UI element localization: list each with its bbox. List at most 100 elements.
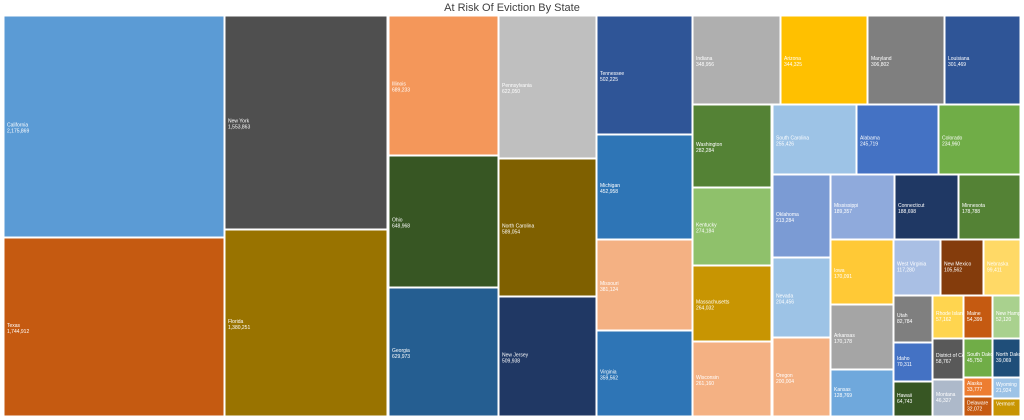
treemap-label: North Carolina <box>502 224 534 230</box>
treemap-label: Tennessee <box>600 71 624 77</box>
treemap-label: Virginia <box>600 370 617 376</box>
treemap-rect <box>692 104 772 188</box>
treemap-label: Montana <box>936 392 956 398</box>
treemap-label: West Virginia <box>897 262 926 268</box>
treemap-rect <box>958 174 1021 240</box>
treemap-rect <box>932 295 964 339</box>
treemap-value: 629,973 <box>392 354 410 360</box>
treemap-rect <box>3 237 225 417</box>
treemap-value: 58,767 <box>936 359 952 365</box>
treemap-rect <box>772 337 831 417</box>
treemap-label: North Dakota <box>996 352 1024 358</box>
treemap-label: Nevada <box>776 294 793 300</box>
treemap-value: 348,956 <box>696 62 714 68</box>
treemap-value: 105,562 <box>944 268 962 274</box>
treemap-rect <box>992 377 1021 399</box>
treemap-value: 245,719 <box>860 142 878 148</box>
treemap-value: 117,280 <box>897 268 915 274</box>
treemap-label: Utah <box>897 313 908 319</box>
treemap-rect <box>893 295 933 343</box>
treemap-label: Alaska <box>967 381 982 387</box>
treemap-rect <box>992 295 1021 339</box>
treemap-rect <box>932 379 964 417</box>
treemap-label: Wisconsin <box>696 375 719 381</box>
treemap-value: 189,357 <box>834 209 852 215</box>
treemap-value: 32,072 <box>967 407 983 413</box>
treemap-label: Kansas <box>834 387 851 393</box>
treemap-label: Minnesota <box>962 203 985 209</box>
treemap-value: 2,175,869 <box>7 129 29 135</box>
treemap-label: Maine <box>967 311 981 317</box>
treemap-label: Maryland <box>871 56 892 62</box>
treemap-rect <box>830 239 894 305</box>
treemap-cell-new-hampshire: New Hampshire52,120 <box>992 295 1024 339</box>
treemap-value: 21,924 <box>996 388 1012 394</box>
treemap-rect <box>992 398 1021 417</box>
treemap-value: 170,178 <box>834 339 852 345</box>
treemap-rect <box>692 187 772 266</box>
treemap-label: Wyoming <box>996 382 1017 388</box>
treemap-value: 264,032 <box>696 306 714 312</box>
treemap-value: 234,960 <box>942 142 960 148</box>
treemap-value: 622,050 <box>502 89 520 95</box>
treemap-value: 344,325 <box>784 62 802 68</box>
treemap-value: 261,160 <box>696 381 714 387</box>
treemap-label: Missouri <box>600 281 619 287</box>
treemap-label: Ohio <box>392 218 403 224</box>
treemap-rect <box>3 15 225 238</box>
treemap-label: New Jersey <box>502 353 529 359</box>
treemap-rect <box>963 377 993 397</box>
treemap-rect <box>830 304 894 370</box>
treemap-value: 200,004 <box>776 379 794 385</box>
treemap-rect <box>388 155 499 288</box>
treemap-value: 282,284 <box>696 148 714 154</box>
treemap-label: Vermont <box>996 402 1015 408</box>
treemap-label: Kentucky <box>696 223 717 229</box>
chart-title: At Risk Of Eviction By State <box>444 2 580 14</box>
treemap-label: New York <box>228 119 250 125</box>
treemap-label: Louisiana <box>948 56 970 62</box>
treemap-rect <box>498 296 597 417</box>
treemap-value: 689,233 <box>392 88 410 94</box>
treemap-label: Rhode Island <box>936 311 966 317</box>
treemap-value: 70,311 <box>897 362 912 368</box>
treemap-value: 82,784 <box>897 319 913 325</box>
treemap-value: 39,069 <box>996 358 1012 364</box>
treemap-value: 306,802 <box>871 62 889 68</box>
treemap-value: 255,426 <box>776 142 794 148</box>
treemap-label: Florida <box>228 319 244 325</box>
treemap-label: Oregon <box>776 373 793 379</box>
treemap-label: Colorado <box>942 136 963 142</box>
treemap-label: Michigan <box>600 183 620 189</box>
treemap-value: 1,553,863 <box>228 125 250 131</box>
treemap-rect <box>893 381 933 417</box>
treemap-value: 52,120 <box>996 317 1012 323</box>
